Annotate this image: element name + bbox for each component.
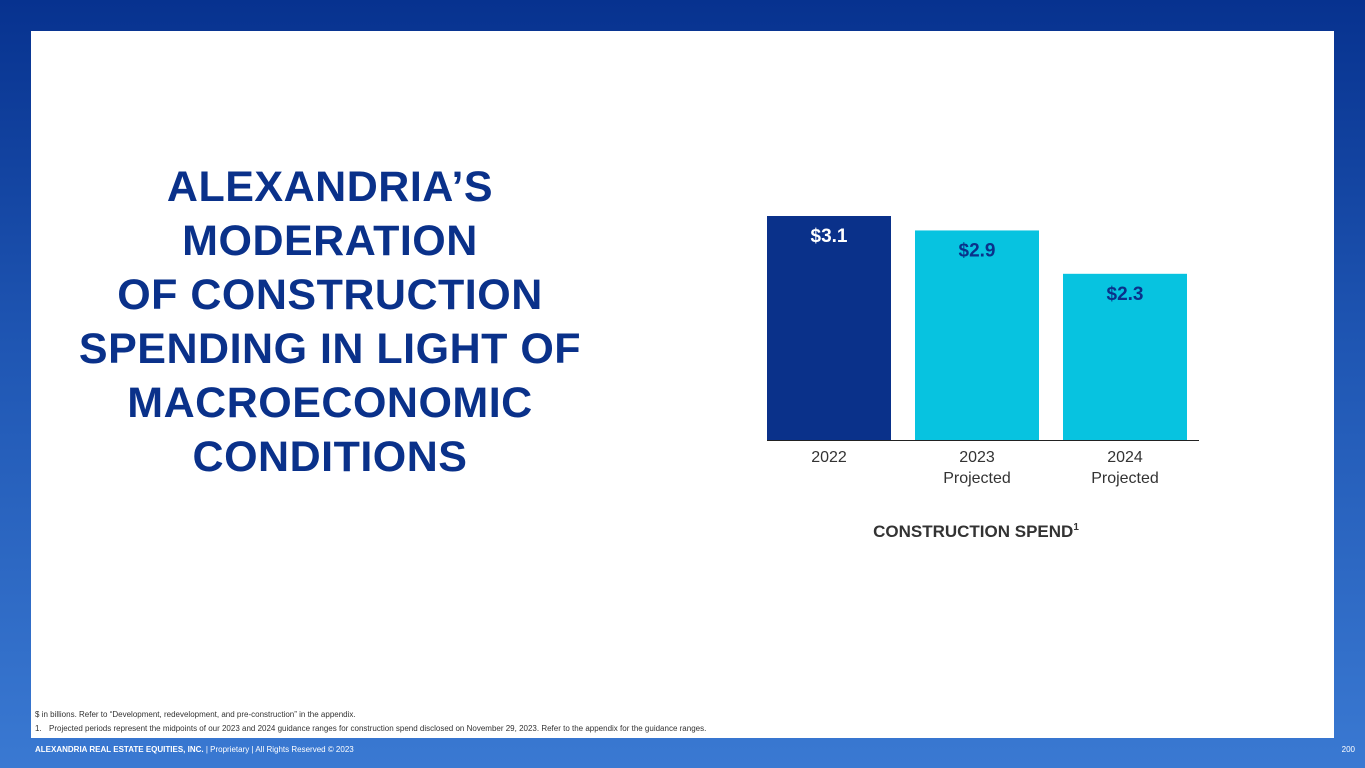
page-number: 200 xyxy=(1341,745,1355,754)
headline-line-3: OF CONSTRUCTION xyxy=(117,271,543,319)
category-label-2-0: 2024 xyxy=(1107,449,1143,466)
footer-rights: | Proprietary | All Rights Reserved © 20… xyxy=(203,745,354,754)
footnotes: $ in billions. Refer to “Development, re… xyxy=(35,708,706,736)
footnote-1-marker: 1. xyxy=(35,724,42,733)
category-label-2-1: Projected xyxy=(1091,470,1159,487)
footnote-1: 1. Projected periods represent the midpoi… xyxy=(35,722,706,736)
category-label-1-0: 2023 xyxy=(959,449,995,466)
construction-spend-chart: $3.1 2022 $2.9 2023 Projected $2.3 2024 Project… xyxy=(767,216,1199,541)
category-label-1-1: Projected xyxy=(943,470,1011,487)
footnote-1-text: Projected periods represent the midpoint… xyxy=(49,724,707,733)
category-label-0-0: 2022 xyxy=(811,449,847,466)
chart-title: CONSTRUCTION SPEND1 xyxy=(873,522,1079,541)
footnote-general: $ in billions. Refer to “Development, re… xyxy=(35,710,356,719)
headline-line-1: ALEXANDRIA’S xyxy=(166,163,494,211)
headline-line-2: MODERATION xyxy=(182,217,478,265)
slide-headline: ALEXANDRIA’S MODERATION OF CONSTRUCTION … xyxy=(70,160,590,484)
data-label-0: $3.1 xyxy=(811,226,848,247)
bar-2 xyxy=(1063,273,1187,440)
headline-line-6: CONDITIONS xyxy=(192,433,468,481)
headline-line-4: SPENDING IN LIGHT OF xyxy=(78,325,582,373)
data-label-1: $2.9 xyxy=(959,240,996,261)
footer-company: ALEXANDRIA REAL ESTATE EQUITIES, INC. xyxy=(35,745,204,754)
chart-title-superscript: 1 xyxy=(1073,522,1079,533)
footer-copyright: ALEXANDRIA REAL ESTATE EQUITIES, INC. | … xyxy=(35,745,354,754)
bar-1 xyxy=(915,230,1039,440)
data-label-2: $2.3 xyxy=(1107,284,1144,305)
headline-line-5: MACROECONOMIC xyxy=(127,379,533,427)
bar-0 xyxy=(767,216,891,440)
